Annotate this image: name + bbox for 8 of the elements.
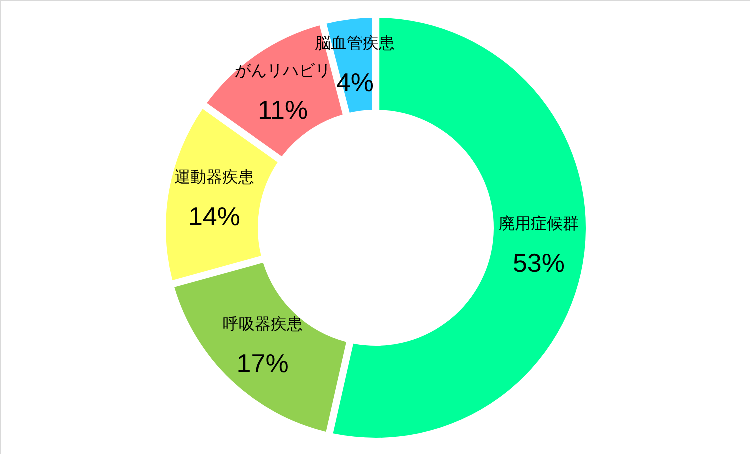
data-label: 17% [236,348,289,379]
slice-label: 呼吸器疾患 [222,316,303,334]
slice-label: 運動器疾患 [174,168,254,187]
data-label: 14% [188,202,241,232]
slice-label: がんリハビリ [235,62,331,80]
data-label: 11% [258,94,308,125]
slice-label: 廃用症候群 [498,215,579,234]
data-label: 53% [512,248,566,278]
